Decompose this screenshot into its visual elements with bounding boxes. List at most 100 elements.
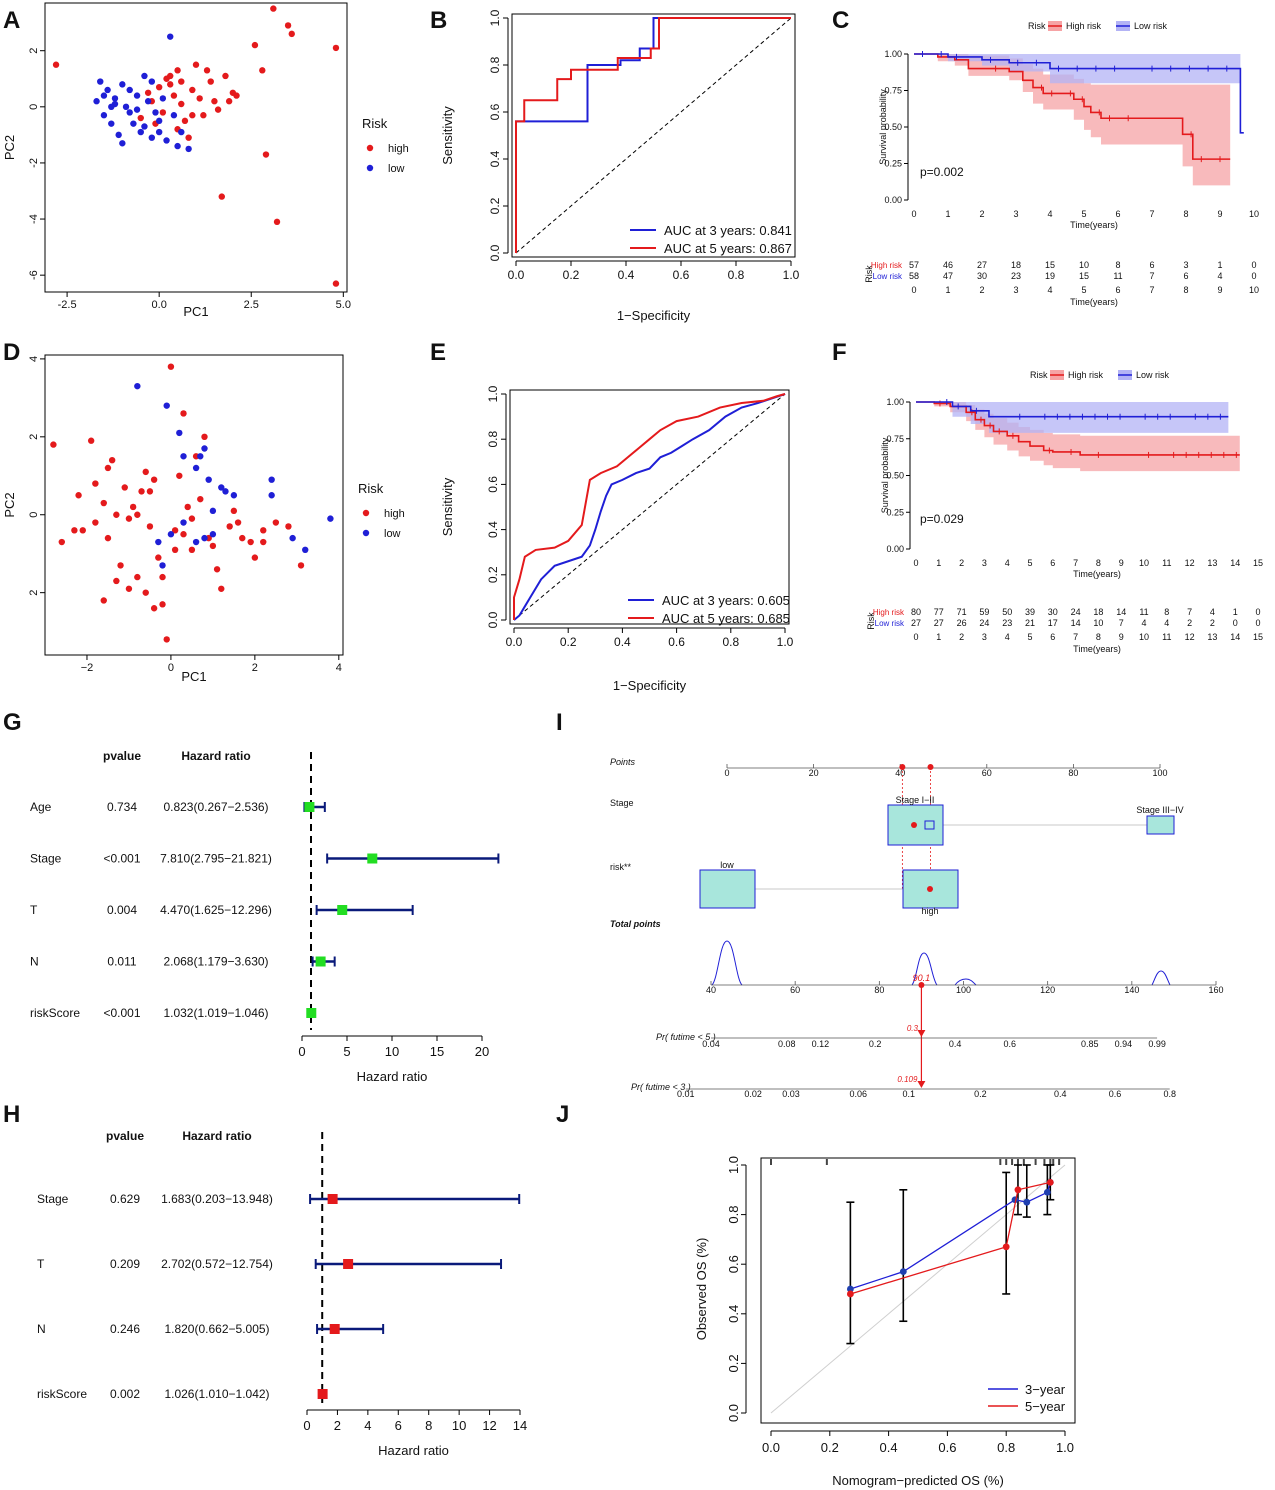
- x-tick-label-C: 4: [1047, 209, 1052, 219]
- point-high-D: [214, 566, 220, 572]
- row-label-H: N: [37, 1322, 46, 1336]
- y-tick-label-C: 1.00: [884, 49, 902, 59]
- legend-label-E: AUC at 5 years: 0.685: [662, 611, 790, 626]
- nomogram-total-points-label: Total points: [610, 919, 661, 929]
- x-tick-label-G: 5: [343, 1044, 350, 1059]
- x-tick-label-B: 0.4: [618, 268, 635, 282]
- point-high-A: [263, 151, 269, 157]
- x-tick-label-F: 0: [913, 558, 918, 568]
- risk-table-x-tick-C: 7: [1149, 285, 1154, 295]
- point-high-A: [226, 98, 232, 104]
- hr-marker-G: [306, 1008, 316, 1018]
- risk-table-value-C: 6: [1183, 271, 1188, 281]
- point-high-D: [172, 547, 178, 553]
- x-tick-label-F: 10: [1139, 558, 1149, 568]
- pr3-tick-label: 0.03: [782, 1089, 800, 1099]
- point-low-A: [149, 78, 155, 84]
- panel-label-B: B: [430, 7, 447, 34]
- risk-table-row-label-C: High risk: [871, 261, 903, 270]
- point-low-A: [127, 87, 133, 93]
- legend-label-J: 5−year: [1025, 1399, 1066, 1414]
- risk-table-value-C: 46: [943, 260, 953, 270]
- point-high-D: [109, 457, 115, 463]
- hr-marker-G: [367, 854, 377, 864]
- x-tick-label-F: 3: [982, 558, 987, 568]
- point-high-A: [222, 73, 228, 79]
- legend-label-C: Low risk: [1134, 21, 1168, 31]
- risk-table-row-label-F: High risk: [873, 608, 905, 617]
- point-high-A: [189, 112, 195, 118]
- panel-label-C: C: [832, 7, 849, 34]
- risk-table-value-C: 47: [943, 271, 953, 281]
- point-high-A: [178, 78, 184, 84]
- risk-table-value-F: 1: [1233, 607, 1238, 617]
- row-label-G: N: [30, 955, 39, 969]
- point-low-A: [167, 33, 173, 39]
- calibration-point-low-J: [1044, 1189, 1051, 1196]
- row-hr-text-H: 2.702(0.572−12.754): [161, 1257, 273, 1271]
- x-tick-label-B: 0.6: [673, 268, 690, 282]
- point-low-A: [156, 118, 162, 124]
- diagonal-reference-line-B: [516, 18, 791, 253]
- row-pvalue-H: 0.246: [110, 1322, 140, 1336]
- row-label-H: T: [37, 1257, 45, 1271]
- point-high-D: [189, 547, 195, 553]
- legend-label-J: 3−year: [1025, 1382, 1066, 1397]
- y-tick-label-E: 0.6: [486, 476, 500, 493]
- risk-table-value-C: 6: [1149, 260, 1154, 270]
- points-tick-label: 80: [1068, 768, 1078, 778]
- point-high-A: [274, 219, 280, 225]
- point-high-A: [160, 109, 166, 115]
- x-tick-label-E: 0.0: [506, 635, 523, 649]
- column-header-pvalue-H: pvalue: [106, 1129, 144, 1143]
- point-high-D: [151, 476, 157, 482]
- point-low-A: [141, 73, 147, 79]
- risk-table-x-tick-F: 1: [936, 632, 941, 642]
- x-tick-label-B: 0.2: [563, 268, 580, 282]
- risk-table-x-tick-C: 5: [1081, 285, 1086, 295]
- x-tick-label-C: 6: [1115, 209, 1120, 219]
- column-header-hazard-ratio-H: Hazard ratio: [182, 1129, 251, 1143]
- x-tick-label-J: 0.2: [821, 1440, 839, 1455]
- x-axis-label-G: Hazard ratio: [357, 1069, 428, 1084]
- risk-table-x-tick-C: 0: [911, 285, 916, 295]
- points-tick-label: 100: [1152, 768, 1167, 778]
- risk-table-x-tick-F: 9: [1119, 632, 1124, 642]
- hr-marker-H: [328, 1194, 338, 1204]
- point-high-A: [167, 73, 173, 79]
- point-low-A: [145, 98, 151, 104]
- y-axis-label-D: PC2: [2, 492, 17, 517]
- point-low-A: [108, 104, 114, 110]
- point-high-D: [147, 523, 153, 529]
- point-low-D: [210, 508, 216, 514]
- x-tick-label-C: 10: [1249, 209, 1259, 219]
- point-low-A: [185, 146, 191, 152]
- p-value-C: p=0.002: [920, 165, 964, 179]
- point-low-D: [222, 488, 228, 494]
- x-tick-label-F: 6: [1050, 558, 1055, 568]
- y-tick-label-J: 0.4: [726, 1305, 741, 1323]
- risk-table-value-C: 58: [909, 271, 919, 281]
- hr-marker-G: [316, 957, 326, 967]
- total-points-tick-label: 80: [874, 985, 884, 995]
- point-high-D: [143, 589, 149, 595]
- point-high-A: [219, 193, 225, 199]
- point-high-D: [88, 438, 94, 444]
- risk-table-value-F: 4: [1164, 618, 1169, 628]
- pr3-tick-label: 0.06: [850, 1089, 868, 1099]
- point-low-D: [180, 453, 186, 459]
- point-high-D: [147, 488, 153, 494]
- points-tick-label: 20: [809, 768, 819, 778]
- risk-table-value-C: 0: [1251, 260, 1256, 270]
- point-high-D: [176, 473, 182, 479]
- x-tick-label-C: 9: [1217, 209, 1222, 219]
- x-tick-label-G: 20: [475, 1044, 489, 1059]
- x-tick-label-J: 0.0: [762, 1440, 780, 1455]
- point-high-D: [252, 554, 258, 560]
- risk-table-x-tick-F: 13: [1207, 632, 1217, 642]
- point-high-A: [196, 95, 202, 101]
- x-axis-label-B: 1−Specificity: [617, 308, 691, 323]
- nomogram-points-label: Points: [610, 757, 636, 767]
- risk-table-x-tick-F: 3: [982, 632, 987, 642]
- x-axis-label-F: Time(years): [1073, 569, 1121, 579]
